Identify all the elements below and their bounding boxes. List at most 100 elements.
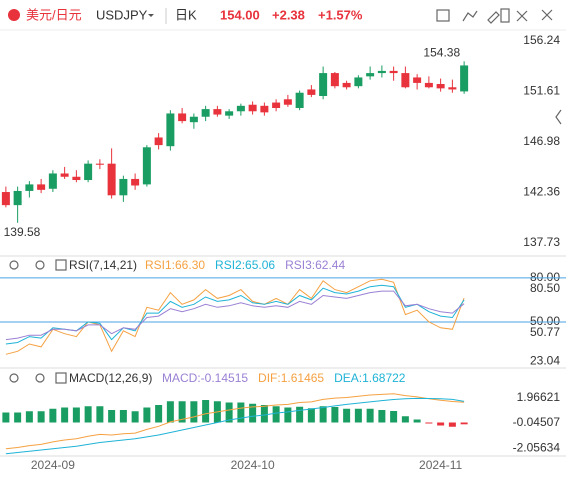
y-tick-label: 151.61 [523,84,560,98]
macd-bar [108,410,116,423]
candle-body [342,82,351,88]
candle-body [283,99,292,105]
macd-bar [437,422,445,426]
settings-icon[interactable] [35,260,45,270]
macd-bar [143,407,151,423]
candle-body [107,163,116,196]
candle-body [119,178,128,196]
macd-bar [284,407,292,423]
eye-icon[interactable] [9,373,19,383]
macd-bar [119,410,127,423]
rsi-line [5,278,465,355]
macd-bar [343,408,351,423]
close-icon[interactable] [541,9,553,21]
candle-body [142,147,151,185]
dropdown-icon[interactable] [148,14,154,17]
candle-body [272,102,281,109]
candle-body [448,87,457,90]
y-tick-label: -2.05634 [513,440,561,454]
macd-bar [319,406,327,423]
tool-icon[interactable] [516,10,528,22]
pair-name[interactable]: 美元/日元 [26,7,82,22]
macd-bar [460,422,468,425]
macd-bar [413,419,421,423]
expand-icon[interactable] [55,372,67,384]
candle-body [248,104,257,112]
expand-icon[interactable] [55,259,67,271]
macd-bar [249,403,257,423]
candle-body [189,116,198,123]
candle-body [213,109,222,115]
macd-bar [84,406,92,423]
y-tick-label: 142.36 [523,185,560,199]
macd-bar [166,401,174,423]
macd-bar [190,401,198,423]
macd-bar [307,408,315,423]
candle-body [295,92,304,109]
macd-bar [401,416,409,423]
legend-entry: RSI2:65.06 [215,258,275,272]
rsi-controls: RSI(7,14,21) [9,258,137,272]
candle-body [13,190,22,206]
candle-body [48,173,57,189]
tool-icon[interactable] [462,10,478,22]
legend-entry: DEA:1.68722 [334,371,406,385]
macd-bar [354,408,362,423]
macd-bar [61,407,69,423]
change-pct: +1.57% [318,7,363,22]
candle-body [225,111,234,116]
macd-bar [178,401,186,423]
macd-bar [37,411,45,423]
collapse-icon[interactable] [555,109,562,125]
candle-body [354,77,363,87]
candle-body [424,82,433,88]
y-tick-label: 1.96621 [517,390,561,404]
tool-icon[interactable] [487,11,500,24]
y-tick-label: 50.00 [530,314,560,328]
tool-icon[interactable] [500,8,510,23]
macd-bar [366,408,374,423]
macd-bar [260,405,268,423]
candle-body [84,163,93,181]
macd-line [5,397,465,455]
macd-bar [448,422,456,427]
candle-body [131,178,140,186]
macd-bar [378,410,386,423]
y-tick-label: 137.73 [523,235,560,249]
candle-body [154,137,163,146]
y-tick-label: 156.24 [523,33,560,47]
candle-body [436,83,445,89]
candle-body [236,105,245,112]
legend-entry: RSI1:66.30 [145,258,205,272]
high-label: 154.38 [423,45,460,59]
symbol[interactable]: USDJPY [96,7,148,22]
macd-bar [296,406,304,423]
x-tick-label: 2024-10 [231,458,275,472]
macd-bar [72,407,80,423]
eye-icon[interactable] [9,260,19,270]
tool-icon[interactable] [436,9,450,22]
legend-entry: DIF:1.61465 [258,371,324,385]
macd-bar [237,402,245,423]
macd-bar [49,408,57,423]
candle-body [401,73,410,88]
flag-icon [8,9,20,21]
candle-body [307,89,316,95]
macd-bar [155,405,163,423]
candle-body [178,113,187,122]
candle-body [72,176,81,181]
macd-bar [202,400,210,423]
legend-entry: RSI3:62.44 [285,258,345,272]
settings-icon[interactable] [35,373,45,383]
macd-bar [25,411,33,423]
candle-body [377,70,386,74]
x-tick-label: 2024-09 [31,458,75,472]
candle-body [95,163,104,165]
change: +2.38 [272,7,305,22]
period[interactable]: 日K [175,7,197,22]
candle-body [460,65,469,92]
candle-body [319,73,328,97]
candle-body [25,184,34,191]
price: 154.00 [220,7,260,22]
rsi-title: RSI(7,14,21) [69,258,137,272]
